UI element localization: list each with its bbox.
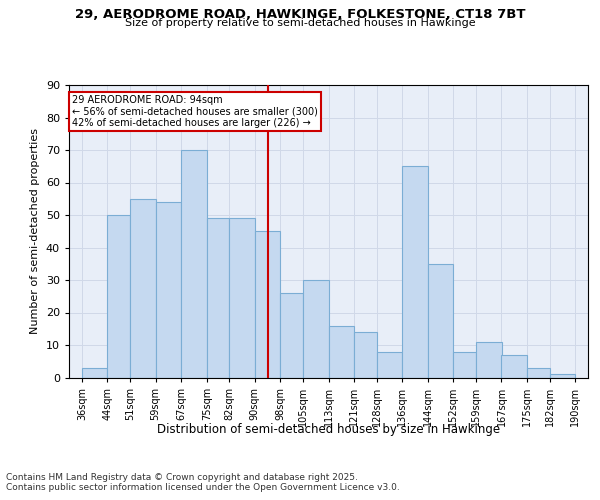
Bar <box>280 293 303 378</box>
Bar <box>329 326 354 378</box>
Bar <box>402 166 428 378</box>
Bar <box>454 352 476 378</box>
Bar <box>377 352 402 378</box>
Bar <box>476 342 502 378</box>
Bar <box>527 368 550 378</box>
Bar <box>255 231 280 378</box>
Bar <box>82 368 107 378</box>
Bar <box>155 202 181 378</box>
Bar <box>181 150 207 378</box>
Bar <box>303 280 329 378</box>
Bar <box>550 374 575 378</box>
Bar <box>502 355 527 378</box>
Text: 29, AERODROME ROAD, HAWKINGE, FOLKESTONE, CT18 7BT: 29, AERODROME ROAD, HAWKINGE, FOLKESTONE… <box>75 8 525 20</box>
Text: Contains HM Land Registry data © Crown copyright and database right 2025.: Contains HM Land Registry data © Crown c… <box>6 472 358 482</box>
Text: 29 AERODROME ROAD: 94sqm
← 56% of semi-detached houses are smaller (300)
42% of : 29 AERODROME ROAD: 94sqm ← 56% of semi-d… <box>72 95 318 128</box>
Text: Distribution of semi-detached houses by size in Hawkinge: Distribution of semi-detached houses by … <box>157 422 500 436</box>
Bar <box>428 264 454 378</box>
Bar <box>107 215 130 378</box>
Bar <box>130 198 155 378</box>
Bar <box>354 332 377 378</box>
Text: Size of property relative to semi-detached houses in Hawkinge: Size of property relative to semi-detach… <box>125 18 475 28</box>
Bar <box>207 218 229 378</box>
Bar <box>229 218 255 378</box>
Text: Contains public sector information licensed under the Open Government Licence v3: Contains public sector information licen… <box>6 484 400 492</box>
Y-axis label: Number of semi-detached properties: Number of semi-detached properties <box>30 128 40 334</box>
